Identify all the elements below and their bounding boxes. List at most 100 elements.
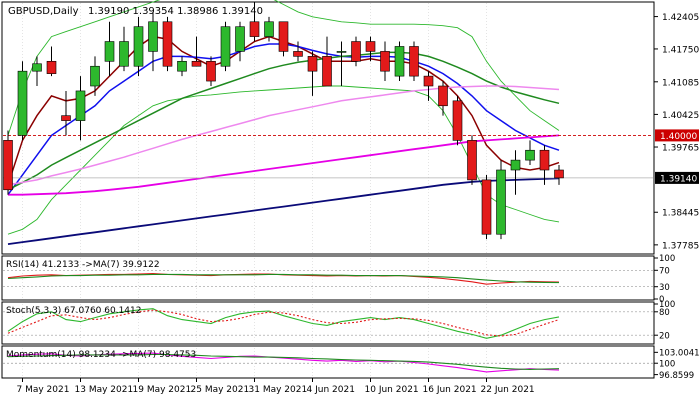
candle-body-13 [191,60,202,67]
candle-25 [365,36,376,62]
price-tick-label-2: 1.41085 [662,78,699,88]
stoch-lines [3,304,653,343]
candle-7 [104,21,115,77]
candle-body-38 [554,169,564,179]
candle-body-24 [351,41,361,62]
candle-body-22 [322,56,332,87]
candle-4 [61,90,71,136]
stoch-tick-label-0: 100 [659,300,675,310]
candle-body-2 [32,63,42,72]
candle-21 [307,51,318,96]
stoch-pane-frame [1,301,655,345]
candle-33 [481,174,492,240]
rsi-lines [3,258,653,299]
moving-average-line-3 [7,85,560,186]
rsi-tick-label-0: 100 [659,254,675,264]
main-price-pane: 1.42405 1.41750 1.41085 1.40425 1.39765 1.384… [1,0,699,255]
price-tick-label-5: 1.38445 [662,209,699,219]
candle-body-35 [510,159,521,171]
date-tick-label-1: 13 May 2021 [75,385,134,395]
candle-body-16 [235,26,245,52]
stoch-tick-label-1: 80 [659,308,670,318]
candle-body-34 [496,169,506,235]
candle-body-3 [46,60,57,74]
momentum-tick-label-2: 96.8599 [659,371,694,381]
candle-body-23 [336,51,347,53]
moving-average-line-4 [8,134,560,196]
bollinger-lower-line [7,85,560,235]
candle-body-28 [409,46,419,77]
price-tick-label-0: 1.42405 [662,13,699,23]
candle-24 [351,36,361,67]
price-tick-label-6: 1.37785 [662,241,699,251]
candle-19 [278,21,289,57]
rsi-pane-frame [1,255,655,301]
candle-22 [322,36,332,87]
candle-37 [539,145,550,185]
rsi-title: RSI(14) 41.2133 ->MA(7) 39.9122 [6,260,160,270]
candle-15 [220,21,231,72]
candle-body-1 [17,70,28,136]
candle-body-20 [293,51,303,57]
date-tick-label-5: 4 Jun 2021 [307,385,355,395]
candle-body-9 [133,26,144,67]
momentum-pane-frame [1,345,655,379]
candle-body-0 [3,140,13,191]
candle-body-18 [264,21,274,37]
candle-body-11 [162,21,173,67]
moving-average-line-5 [7,177,560,245]
rsi-series-line-1 [7,273,560,284]
bollinger-upper-line [7,0,560,136]
date-tick-label-7: 16 Jun 2021 [423,385,477,395]
price-tick-label-4: 1.39765 [662,144,699,154]
stoch-series-line-1 [7,309,560,337]
candle-18 [264,16,274,42]
ohlc-readout: 1.39190 1.39354 1.38986 1.39140 [88,6,263,17]
candle-30 [438,81,448,116]
candle-body-36 [525,149,535,161]
candle-14 [206,56,216,86]
candle-31 [452,95,463,146]
rsi-tick-label-1: 70 [659,267,670,277]
date-tick-label-8: 22 Jun 2021 [481,385,535,395]
candle-body-5 [75,90,86,121]
symbol-title: GBPUSD,Daily [8,6,79,17]
candlesticks [3,2,564,240]
price-axis: 1.42405 1.41750 1.41085 1.40425 1.39765 1.384… [654,13,699,251]
level-label-box [655,129,699,142]
candle-body-19 [278,21,289,52]
candle-body-12 [177,60,187,72]
current-price-label-box [655,171,699,184]
date-tick-label-4: 31 May 2021 [249,385,308,395]
candle-28 [409,41,419,82]
candle-11 [162,16,173,72]
candle-10 [148,11,158,72]
momentum-tick-label-1: 100 [659,359,675,369]
candle-body-17 [249,21,260,37]
candle-body-7 [104,41,115,62]
candle-body-15 [220,26,231,67]
date-tick-label-2: 19 May 2021 [133,385,192,395]
stoch-series-line-0 [7,308,560,339]
date-tick-label-0: 7 May 2021 [17,385,70,395]
momentum-title: Momentum(14) 98.1234 ->MA(7) 98.4753 [6,350,196,360]
candle-0 [3,130,13,195]
candle-8 [119,26,129,72]
candle-body-37 [539,149,550,171]
candle-13 [191,36,202,67]
candle-body-10 [148,21,158,52]
stoch-tick-label-2: 20 [659,331,670,341]
momentum-lines [3,348,653,377]
candle-body-33 [481,179,492,235]
candle-body-25 [365,41,376,52]
moving-average-line-2 [7,51,560,191]
rsi-axis: 100 70 30 0 [654,254,675,305]
candle-body-4 [61,115,71,121]
candle-20 [293,41,303,62]
candle-34 [496,160,506,240]
candle-body-31 [452,100,463,141]
